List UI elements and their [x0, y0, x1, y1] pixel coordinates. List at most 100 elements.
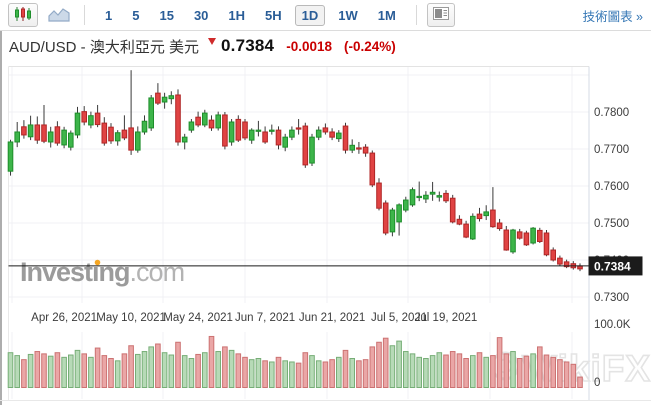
candle-up [168, 95, 175, 100]
candlestick-chart-button[interactable] [8, 3, 38, 27]
volume-bar [436, 352, 443, 389]
volume-bar [389, 345, 396, 388]
price-change: -0.0018 [286, 38, 333, 54]
timeframe-button-5[interactable]: 5 [125, 5, 146, 26]
candle-up [68, 132, 74, 148]
candle-down [54, 126, 61, 144]
volume-bar [262, 360, 268, 389]
candle-up [429, 191, 436, 195]
area-chart-button[interactable] [44, 3, 74, 27]
timeframe-button-1W[interactable]: 1W [331, 5, 365, 26]
candle-up [74, 112, 81, 136]
current-price-tag [588, 256, 643, 276]
price-axis-label: 0.7800 [594, 107, 629, 119]
volume-bar [14, 355, 20, 389]
volume-bar [476, 352, 483, 389]
volume-bar [369, 346, 376, 388]
x-axis-label: May 10, 2021 [96, 312, 166, 324]
volume-bar [141, 351, 148, 389]
candle-up [61, 129, 67, 146]
volume-bar [88, 356, 94, 388]
candle-down [369, 152, 376, 186]
candle-up [47, 131, 54, 143]
candle-up [255, 129, 262, 132]
timeframe-button-1D[interactable]: 1D [294, 4, 326, 26]
candle-down [537, 229, 543, 242]
volume-bar [61, 356, 67, 388]
candle-down [476, 213, 483, 220]
news-panel-button[interactable] [426, 3, 455, 27]
candle-down [449, 197, 456, 223]
candle-up [309, 136, 315, 164]
price-axis-label: 0.7500 [594, 218, 629, 230]
candle-down [523, 232, 530, 246]
candle-up [396, 204, 402, 223]
x-axis-label: Jun 21, 2021 [299, 312, 366, 324]
price-axis-label: 0.7700 [594, 144, 629, 156]
candle-up [336, 132, 342, 140]
timeframe-group: 1 5 15 30 1H 5H 1D 1W 1M [95, 4, 406, 26]
volume-bar [463, 358, 469, 388]
volume-bar [228, 349, 235, 389]
volume-bar [255, 358, 262, 388]
volume-bar [74, 349, 81, 389]
x-axis-label: Jul 5, 2021 [371, 312, 427, 324]
timeframe-button-1H[interactable]: 1H [221, 5, 252, 26]
volume-bar [68, 354, 74, 388]
volume-bar [496, 337, 503, 388]
volume-bar [329, 359, 335, 389]
candle-down [222, 114, 228, 147]
volume-bar [302, 352, 309, 389]
price-change-percent: (-0.24%) [344, 38, 396, 54]
candle-down [516, 231, 523, 239]
volume-bar [349, 358, 355, 388]
volume-bar [181, 355, 188, 389]
candle-down [242, 121, 248, 139]
volume-bar [490, 355, 496, 389]
volume-bar [54, 352, 61, 389]
candle-up [349, 144, 355, 151]
candle-down [81, 111, 88, 123]
price-axis-label: 0.7600 [594, 181, 629, 193]
volume-bar [356, 360, 362, 389]
timeframe-button-1[interactable]: 1 [98, 5, 119, 26]
technical-chart-link[interactable]: 技術圖表 » [582, 9, 643, 24]
candle-down [356, 147, 362, 150]
volume-bar [114, 360, 121, 389]
current-price-tag-text: 0.7384 [594, 259, 631, 273]
timeframe-button-5H[interactable]: 5H [258, 5, 289, 26]
candle-up [470, 215, 476, 240]
timeframe-button-15[interactable]: 15 [152, 5, 180, 26]
investing-watermark: Investıng.com [20, 257, 185, 287]
volume-bar [161, 352, 168, 389]
volume-bar [208, 335, 215, 388]
volume-bar [416, 356, 422, 388]
volume-bar [376, 341, 382, 389]
volume-bar [550, 356, 557, 388]
candle-up [409, 189, 416, 206]
volume-bar [409, 353, 416, 388]
candle-down [101, 122, 108, 144]
volume-bar [94, 347, 101, 388]
candle-up [14, 131, 20, 143]
timeframe-button-1M[interactable]: 1M [371, 5, 403, 26]
candle-down [34, 124, 41, 141]
volume-bar [135, 353, 141, 389]
candle-down [121, 129, 128, 139]
volume-bar [336, 356, 342, 388]
volume-bar [309, 355, 315, 389]
candle-down [463, 223, 469, 238]
candle-down [108, 126, 114, 142]
candle-up [282, 136, 288, 148]
volume-bar [148, 346, 154, 388]
candle-down [128, 127, 134, 151]
volume-bar [570, 363, 577, 388]
candle-down [275, 129, 282, 146]
last-price: 0.7384 [221, 36, 275, 55]
volume-bar [289, 361, 295, 389]
candle-down [503, 229, 510, 251]
timeframe-button-30[interactable]: 30 [187, 5, 215, 26]
